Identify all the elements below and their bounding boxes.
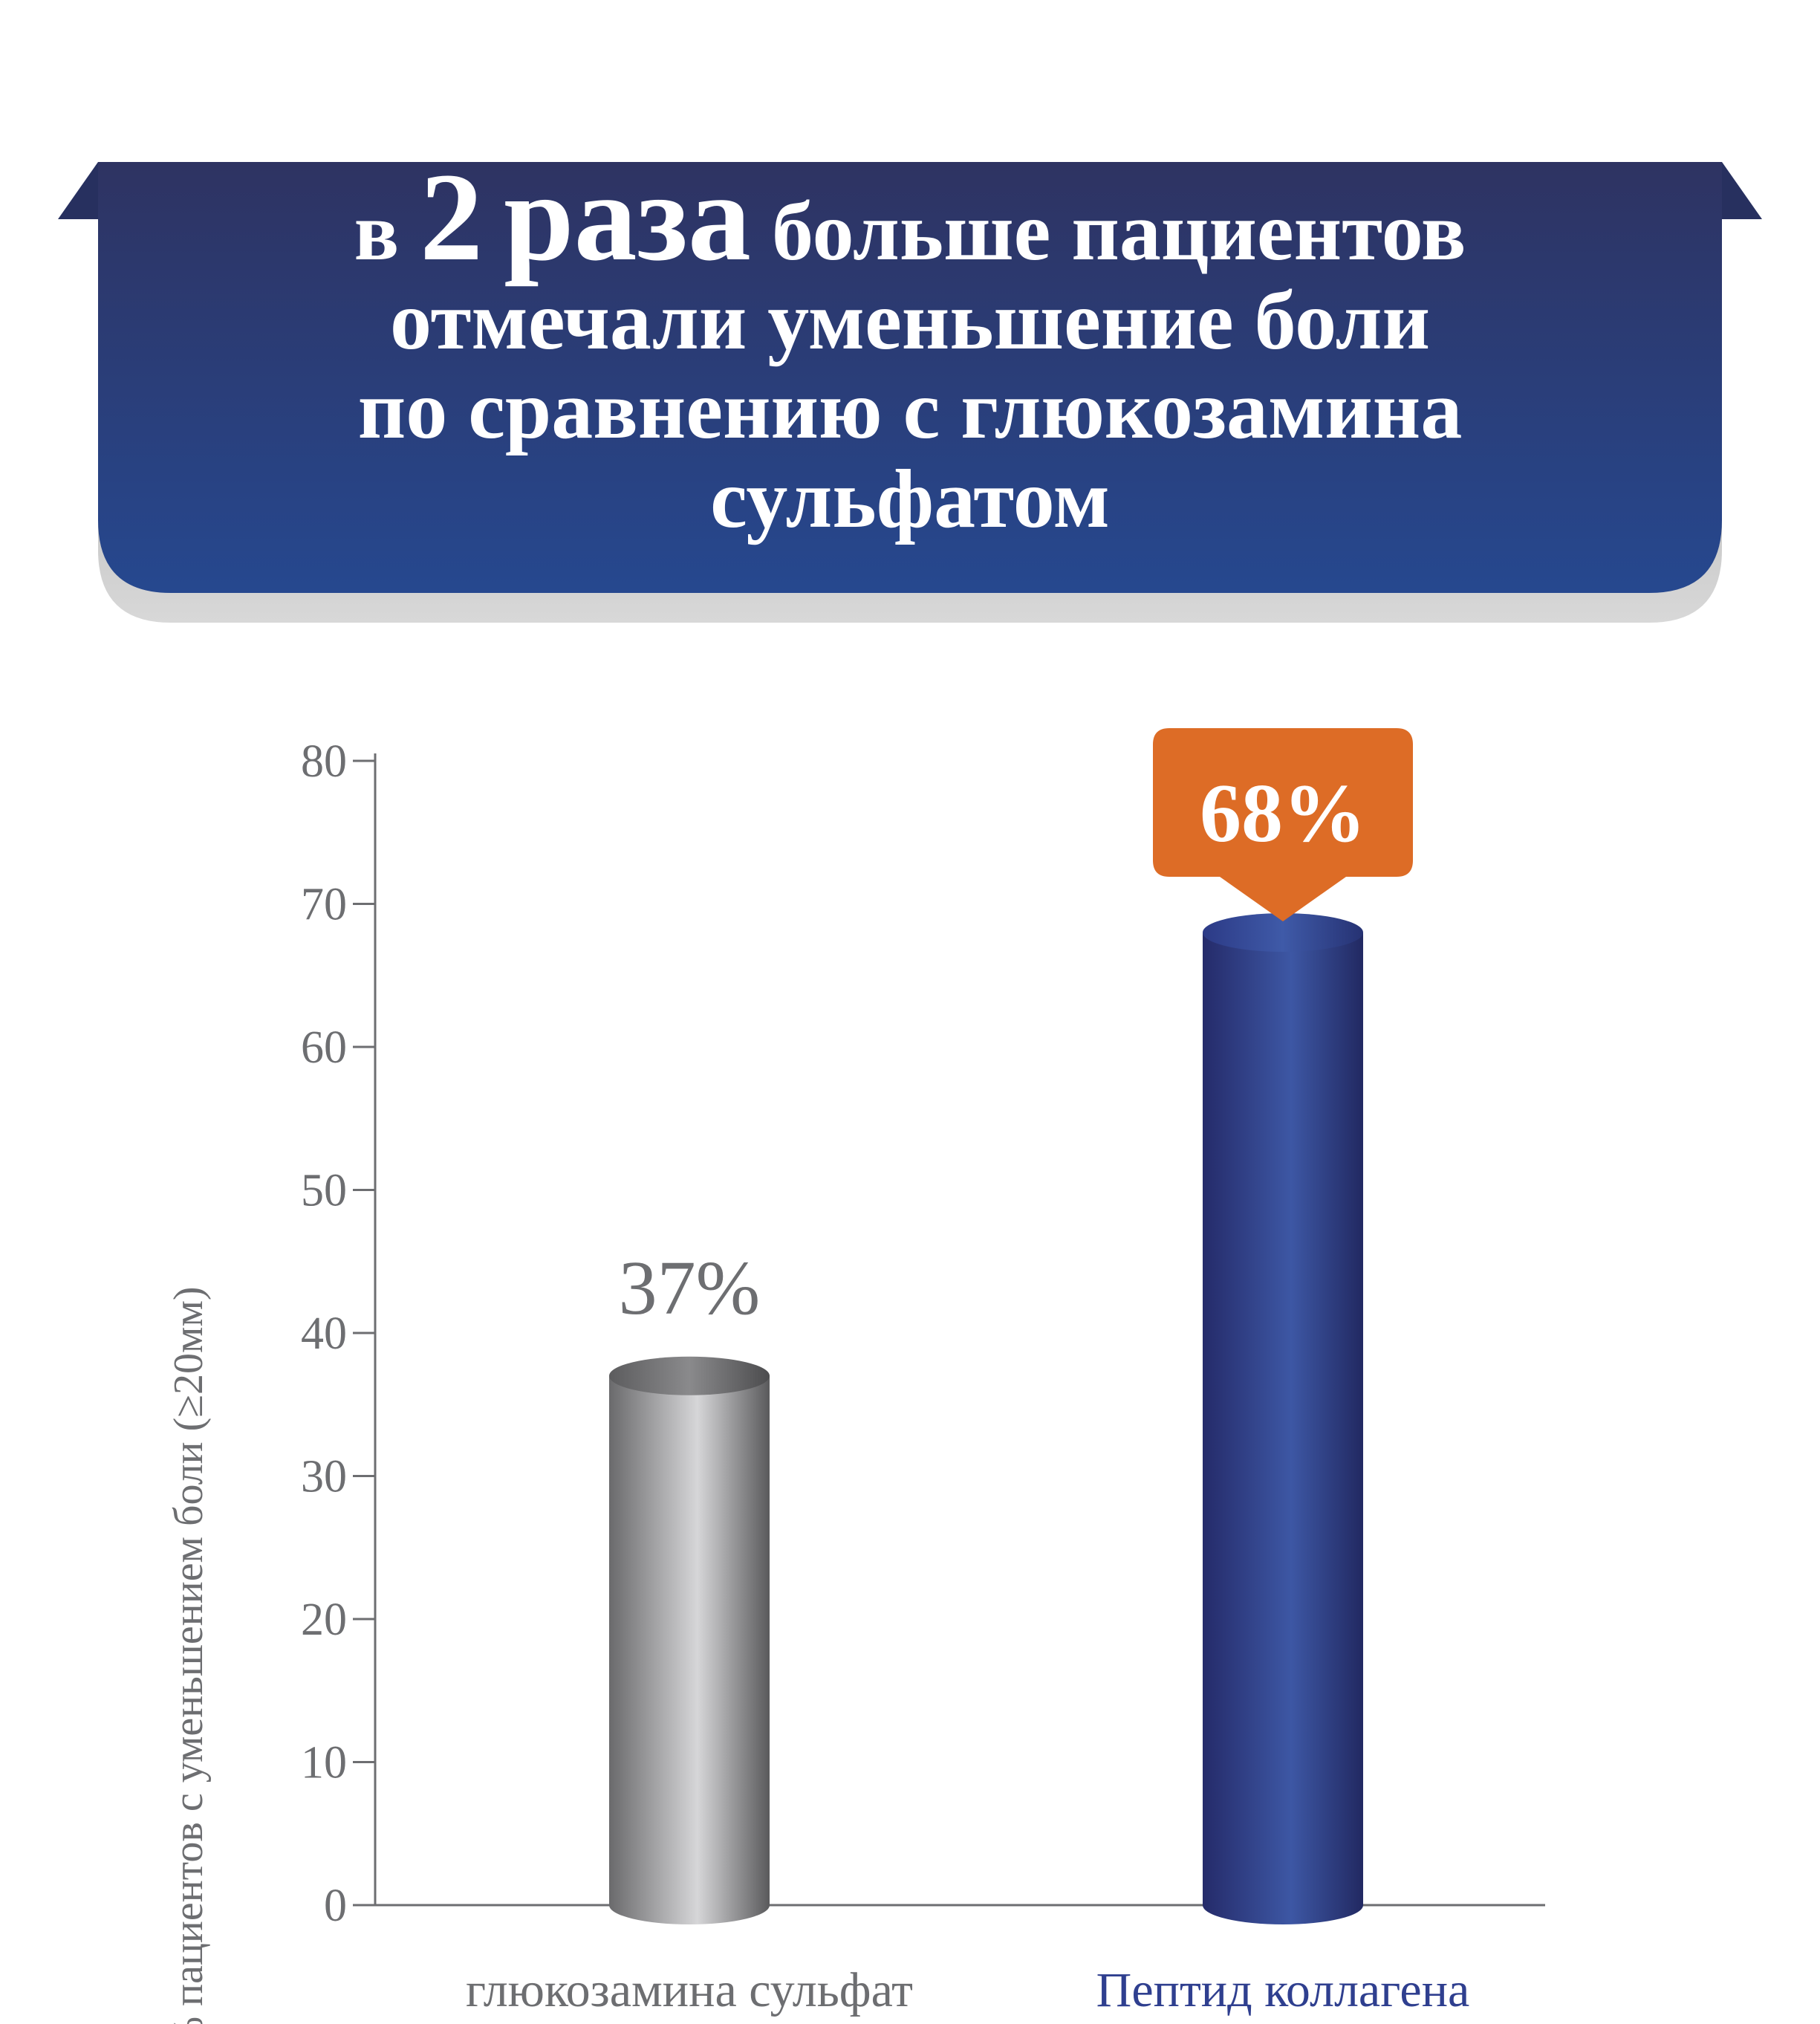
banner-line-1: в 2 раза больше пациентов xyxy=(104,154,1716,280)
value-callout xyxy=(1153,728,1413,921)
banner-number: 2 xyxy=(420,147,484,287)
banner-fold-right xyxy=(1722,162,1762,219)
banner-fold-left xyxy=(58,162,98,219)
bars xyxy=(609,913,1363,1924)
banner-line-4: сульфатом xyxy=(710,453,1110,545)
banner-emphasis-word: раза xyxy=(504,147,751,287)
y-tick-label: 10 xyxy=(301,1738,347,1788)
category-label: глюкозамина сульфат xyxy=(466,1963,913,2017)
bar-cap xyxy=(1203,913,1363,952)
y-tick-label: 50 xyxy=(301,1166,347,1216)
axes: 0 10 20 30 40 50 60 70 80 xyxy=(301,736,1545,1931)
y-tick-label: 80 xyxy=(301,736,347,787)
y-tick-label: 40 xyxy=(301,1308,347,1359)
banner-body xyxy=(98,162,1722,593)
banner-prefix: в xyxy=(354,186,400,278)
bar xyxy=(1203,932,1363,1924)
value-label: 37% xyxy=(619,1245,761,1331)
bar xyxy=(609,1375,770,1924)
y-tick-label: 30 xyxy=(301,1452,347,1502)
y-tick-label: 60 xyxy=(301,1022,347,1073)
banner-title: в 2 раза больше пациентов отмечали умень… xyxy=(104,154,1716,545)
y-tick-label: 0 xyxy=(324,1881,347,1931)
value-label: 68% xyxy=(1200,768,1366,860)
banner-line-2: отмечали уменьшение боли xyxy=(390,275,1430,367)
y-axis-label: % пациентов с уменьшением боли (≥20мм) xyxy=(166,1286,212,2024)
y-tick-label: 20 xyxy=(301,1595,347,1645)
bar-cap xyxy=(609,1356,770,1395)
banner-line-3: по сравнению с глюкозамина xyxy=(357,364,1463,456)
banner-line-1-rest: больше пациентов xyxy=(771,186,1466,278)
title-banner xyxy=(58,162,1762,623)
bar-chart: % пациентов с уменьшением боли (≥20мм) 0… xyxy=(166,728,1545,2024)
category-label: Пептид коллагена xyxy=(1096,1963,1470,2017)
y-tick-label: 70 xyxy=(301,880,347,930)
value-labels: глюкозамина сульфат Пептид коллагена 37% 68… xyxy=(466,728,1469,2017)
